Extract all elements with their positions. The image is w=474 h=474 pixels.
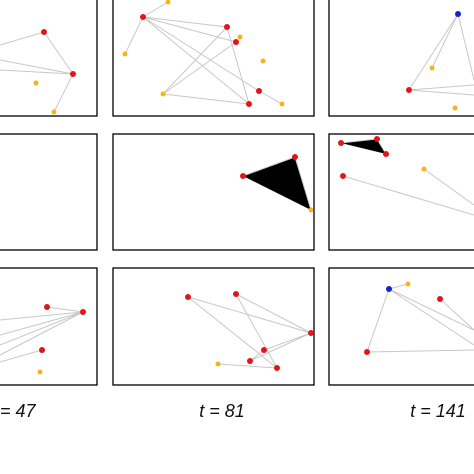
panel — [0, 0, 98, 117]
node — [279, 101, 285, 107]
node — [386, 286, 392, 292]
panel-label: t = 81 — [199, 401, 245, 421]
panels — [0, 0, 474, 386]
node — [140, 14, 146, 20]
node — [33, 80, 39, 86]
panel — [0, 267, 98, 386]
panel — [328, 267, 474, 386]
node — [455, 11, 461, 17]
node — [215, 361, 221, 367]
node — [165, 0, 171, 5]
node — [80, 309, 86, 315]
node — [429, 65, 435, 71]
node — [246, 101, 252, 107]
panel — [328, 133, 474, 251]
node — [247, 358, 253, 364]
node — [308, 207, 314, 213]
node — [39, 347, 45, 353]
panel — [328, 0, 474, 117]
node — [160, 91, 166, 97]
node — [338, 140, 344, 146]
node — [237, 34, 243, 40]
node — [364, 349, 370, 355]
node — [122, 51, 128, 57]
edges — [0, 1, 474, 369]
panel — [112, 267, 315, 386]
edge — [0, 306, 84, 363]
node — [37, 369, 43, 375]
panel — [0, 133, 98, 251]
node — [308, 330, 314, 336]
node — [383, 151, 389, 157]
edge — [408, 13, 474, 96]
node — [406, 87, 412, 93]
edge — [366, 283, 474, 353]
node — [51, 109, 57, 115]
node — [185, 294, 191, 300]
node — [233, 39, 239, 45]
nodes — [33, 0, 461, 375]
node — [374, 136, 380, 142]
node — [256, 88, 262, 94]
node — [340, 173, 346, 179]
node — [421, 166, 427, 172]
node — [240, 173, 246, 179]
edge — [187, 293, 312, 369]
node — [260, 58, 266, 64]
node — [41, 29, 47, 35]
edge — [0, 31, 74, 113]
node — [261, 347, 267, 353]
node — [292, 154, 298, 160]
node — [44, 304, 50, 310]
node — [405, 281, 411, 287]
node — [70, 71, 76, 77]
node — [452, 105, 458, 111]
panel-label: = 47 — [0, 401, 37, 421]
edge — [124, 1, 283, 105]
node — [274, 365, 280, 371]
panel-label: t = 141 — [410, 401, 466, 421]
node — [233, 291, 239, 297]
node — [437, 296, 443, 302]
node — [224, 24, 230, 30]
